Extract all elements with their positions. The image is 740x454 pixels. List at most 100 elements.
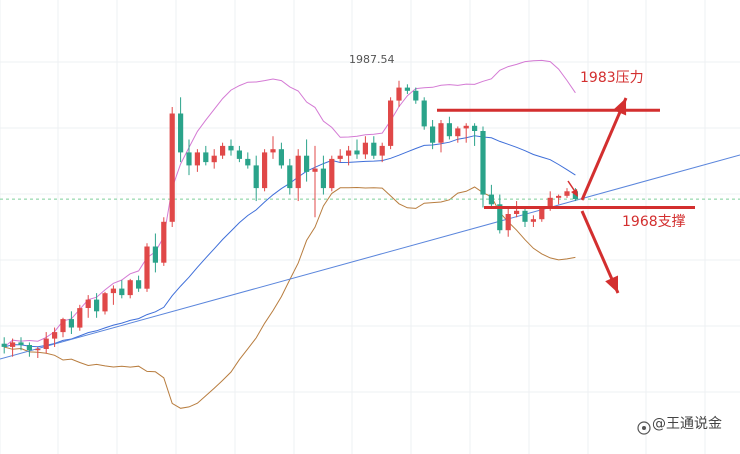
candle-body [556,195,562,198]
candle-body [371,142,377,156]
candle-body [220,145,226,156]
candle-body [245,158,251,166]
candle-body [10,342,16,347]
candle [262,149,268,192]
candle [539,207,545,222]
small-arrow [567,180,578,197]
candle-body [287,165,293,189]
candle-body [35,348,41,351]
candle [245,152,251,169]
candle-body [354,150,360,155]
candle-body [203,152,209,163]
candle-body [522,210,528,222]
candle [152,233,158,273]
candle-body [304,155,310,172]
candle-body [312,168,318,172]
candle-body [337,155,343,159]
candle-body [77,308,83,328]
candle [287,158,293,195]
candle [480,126,486,208]
resistance-label: 1983压力 [580,70,644,86]
candle [10,338,16,357]
watermark: @王通说金 [637,416,722,435]
candle [505,207,511,237]
candle [446,116,452,140]
up-arrow-head [613,98,627,116]
candle [463,123,469,143]
trendline [0,154,740,360]
candle-body [211,155,217,163]
candle-body [379,145,385,156]
candle-body [430,126,436,143]
candle-body [102,293,108,312]
candle [497,194,503,234]
candle-body [194,152,200,166]
candle-body [136,280,142,289]
candle-body [320,168,326,189]
candle [556,194,562,205]
candle-body [262,152,268,189]
candle-body [68,319,74,328]
candle [438,119,444,153]
candle-body [488,194,494,205]
candle-body [362,142,368,155]
candle-body [169,113,175,222]
candle-body [127,280,133,296]
candle [320,155,326,195]
candle-body [396,87,402,101]
candle [430,119,436,150]
candle-body [85,299,91,308]
candle [270,136,276,159]
candle [371,136,377,159]
candle [362,136,368,159]
candle [522,207,528,227]
candle [186,139,192,176]
candle [379,142,385,163]
candle [228,139,234,156]
peak-price-label: 1987.54 [349,53,395,66]
candle-body [43,338,49,349]
candle [68,311,74,335]
candle [304,139,310,182]
candle-body [463,125,469,129]
candle [52,327,58,347]
candle [472,123,478,146]
candle [329,155,335,192]
candle [488,184,494,208]
weibo-logo-icon [637,421,651,435]
candle [396,80,402,108]
candle-body [530,219,536,222]
candle-body [505,214,511,231]
candle-body [572,191,578,200]
candle [35,346,41,359]
candle [127,278,133,299]
candle [220,142,226,159]
candle-body [514,210,520,214]
candle-body [186,152,192,166]
candle-body [110,288,116,294]
candle [85,295,91,318]
down-arrow-head [605,275,618,293]
candle [388,97,394,150]
candle-body [295,155,301,189]
upper-band-line [3,59,576,348]
candle-body [161,221,167,263]
candle [194,149,200,172]
candle-body [152,246,158,263]
candle-body [421,100,427,127]
candle-body [52,332,58,339]
candle [514,201,520,218]
candle-body [144,246,150,289]
candle [295,149,301,202]
candle-body [346,150,352,156]
candle-body [388,100,394,146]
candle-body [547,197,553,209]
candle [161,217,167,266]
support-label: 1968支撑 [622,214,686,230]
candle [253,155,259,202]
candle [26,342,32,357]
candle-body [438,123,444,143]
candle [354,139,360,159]
candle [136,275,142,292]
candle-body [18,342,24,345]
